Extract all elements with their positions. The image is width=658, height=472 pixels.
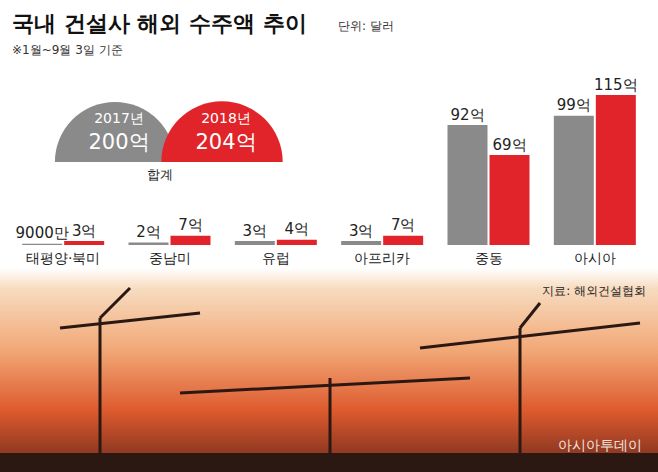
svg-text:99억: 99억 — [557, 96, 591, 114]
svg-text:합계: 합계 — [147, 167, 173, 182]
svg-text:2억: 2억 — [136, 223, 161, 241]
svg-text:7억: 7억 — [391, 216, 416, 234]
svg-text:아시아투데이: 아시아투데이 — [558, 437, 642, 453]
svg-text:92억: 92억 — [450, 106, 484, 124]
svg-text:중남미: 중남미 — [149, 250, 191, 266]
svg-text:204억: 204억 — [195, 130, 256, 154]
svg-text:아시아: 아시아 — [574, 250, 616, 266]
svg-text:3억: 3억 — [243, 222, 268, 240]
svg-text:9000만: 9000만 — [16, 224, 69, 242]
svg-text:3억: 3억 — [72, 222, 97, 240]
svg-text:단위: 달러: 단위: 달러 — [338, 19, 394, 33]
svg-text:2017년: 2017년 — [94, 110, 144, 126]
svg-text:7억: 7억 — [178, 216, 203, 234]
svg-text:3억: 3억 — [349, 222, 374, 240]
svg-text:69억: 69억 — [492, 136, 526, 154]
svg-text:115억: 115억 — [594, 76, 638, 94]
svg-text:국내 건설사 해외 수주액 추이: 국내 건설사 해외 수주액 추이 — [12, 11, 307, 36]
svg-text:4억: 4억 — [285, 220, 310, 238]
svg-text:지료: 해외건설협회: 지료: 해외건설협회 — [542, 284, 646, 298]
svg-text:200억: 200억 — [88, 130, 149, 154]
svg-text:※1월~9월 3일 기준: ※1월~9월 3일 기준 — [12, 43, 123, 57]
svg-text:태평양·북미: 태평양·북미 — [26, 250, 100, 266]
svg-text:아프리카: 아프리카 — [354, 250, 410, 266]
svg-text:유럽: 유럽 — [262, 250, 290, 266]
svg-text:2018년: 2018년 — [201, 110, 251, 126]
svg-text:중동: 중동 — [475, 250, 503, 266]
